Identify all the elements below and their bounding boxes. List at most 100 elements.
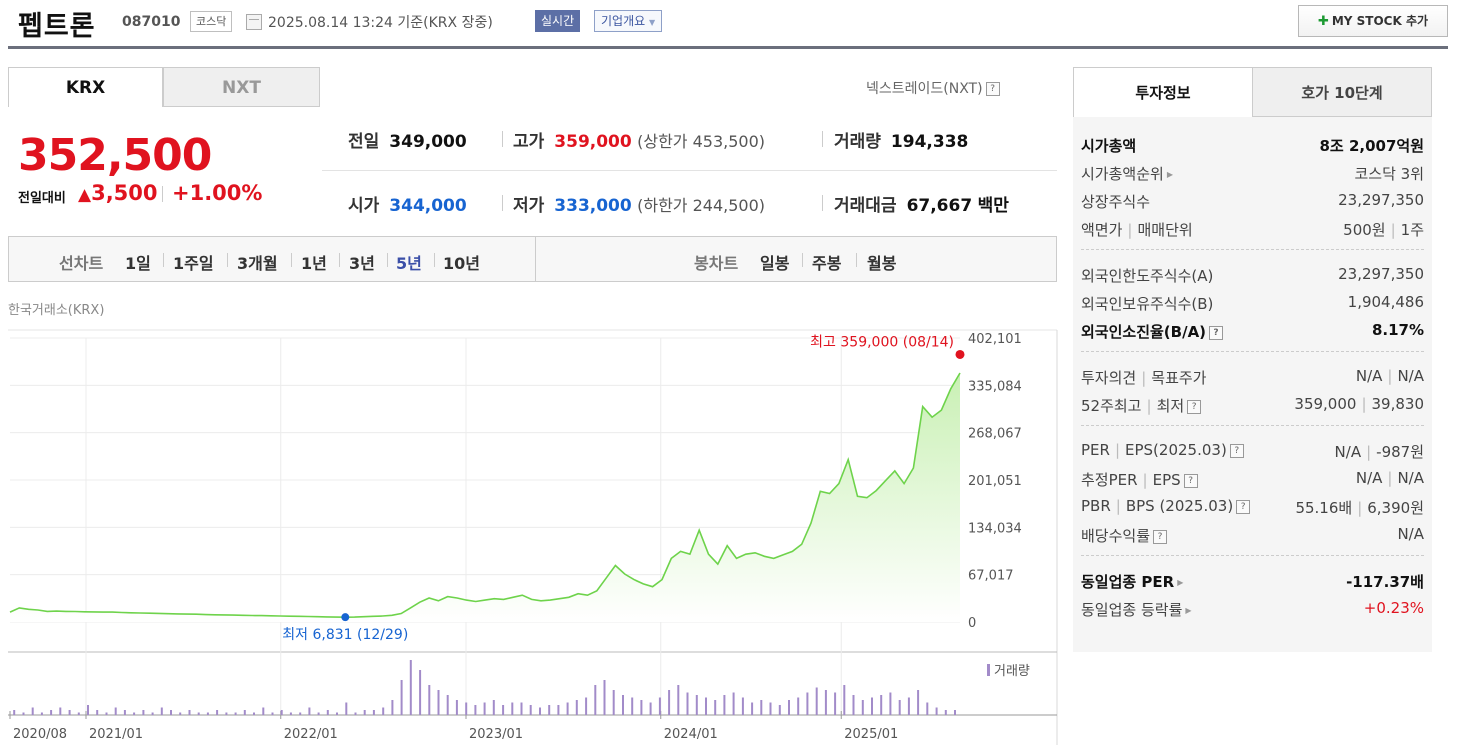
period-5y[interactable]: 5년 — [396, 254, 422, 273]
volume-bar — [732, 692, 735, 715]
tab-nxt[interactable]: NXT — [163, 67, 320, 107]
help-icon[interactable]: ? — [1153, 529, 1168, 544]
nextrade-link[interactable]: 넥스트레이드(NXT)? — [866, 78, 1000, 98]
volume-value: 194,338 — [890, 132, 969, 152]
info-label-text: 시가총액순위 — [1081, 165, 1164, 183]
volume-bar — [419, 670, 422, 715]
period-3m[interactable]: 3개월 — [237, 254, 278, 273]
info-value-text: 359,000 — [1294, 395, 1357, 413]
current-price: 352,500 — [18, 130, 212, 181]
x-tick-label: 2025/01 — [844, 727, 898, 742]
high-label: 고가 — [513, 132, 545, 152]
period-1d[interactable]: 1일 — [125, 254, 151, 273]
price-line — [9, 372, 961, 619]
summary-divider — [502, 131, 503, 147]
x-tick-label: 2023/01 — [469, 727, 523, 742]
help-icon[interactable]: ? — [1183, 473, 1198, 488]
my-stock-add-label: MY STOCK 추가 — [1331, 14, 1429, 28]
info-value-text: 23,297,350 — [1338, 265, 1424, 283]
volume-bar — [594, 685, 597, 715]
info-row: PBR | BPS (2025.03)? 55.16배 | 6,390원 — [1081, 497, 1424, 521]
help-icon[interactable]: ? — [985, 82, 1000, 96]
period-3y[interactable]: 3년 — [349, 254, 375, 273]
candle-divider — [802, 253, 803, 267]
volume-bar — [474, 705, 477, 715]
y-tick-label: 335,084 — [968, 379, 1022, 394]
chart-annotations: 최고 359,000 (08/14) 최저 6,831 (12/29) — [282, 334, 965, 643]
help-icon[interactable]: ? — [1236, 499, 1251, 514]
company-info-dropdown[interactable]: 기업개요 ▼ — [594, 10, 663, 32]
volume-bar — [87, 705, 89, 715]
volume-bar — [13, 710, 16, 715]
info-label: 상장주식수 — [1081, 191, 1150, 212]
period-1w[interactable]: 1주일 — [173, 254, 214, 273]
period-1y[interactable]: 1년 — [301, 254, 327, 273]
volume-bar — [271, 712, 274, 715]
low-label: 저가 — [513, 196, 545, 216]
volume-bar — [170, 710, 172, 715]
volume-bar — [372, 710, 375, 715]
volume-bar — [723, 695, 726, 715]
help-icon[interactable]: ? — [1209, 325, 1224, 340]
volume-bar — [502, 705, 505, 715]
volume-bar — [317, 712, 320, 715]
value-divider: | — [1387, 469, 1393, 487]
info-label-text: 외국인소진율(B/A) — [1081, 323, 1207, 341]
volume-bar — [206, 712, 209, 715]
volume-bar — [603, 680, 606, 715]
tab-krx[interactable]: KRX — [8, 67, 163, 107]
help-icon[interactable]: ? — [1187, 399, 1202, 414]
candle-weekly[interactable]: 주봉 — [812, 254, 842, 273]
prev-close-label: 전일 — [348, 132, 380, 152]
volume-bar — [68, 710, 71, 715]
volume-bar — [926, 702, 929, 715]
candle-daily[interactable]: 일봉 — [760, 254, 790, 273]
period-10y[interactable]: 10년 — [443, 254, 480, 273]
price-chart[interactable]: 402,101 335,084 268,067 201,051 134,034 67,01… — [0, 325, 1060, 745]
volume-bar — [778, 705, 781, 715]
summary-divider — [822, 131, 823, 147]
max-annotation: 최고 359,000 (08/14) — [810, 334, 954, 350]
volume-bar — [760, 700, 763, 715]
candle-monthly[interactable]: 월봉 — [867, 254, 897, 273]
volume-bar — [788, 700, 790, 715]
volume-bar — [382, 707, 385, 715]
volume-bar — [197, 712, 200, 715]
volume-bar — [834, 692, 837, 715]
info-label-text: 최저 — [1156, 397, 1185, 415]
my-stock-add-button[interactable]: ✚ MY STOCK 추가 — [1298, 5, 1448, 37]
volume-bar — [668, 690, 671, 715]
volume-bar — [917, 690, 920, 715]
volume-bar — [243, 710, 246, 715]
info-label-text: PBR — [1081, 497, 1111, 515]
volume-bar — [640, 700, 643, 715]
change-label: 전일대비 — [18, 191, 66, 206]
info-row: 투자의견 | 목표주가 N/A | N/A — [1081, 367, 1424, 391]
info-row: 추정PER | EPS? N/A | N/A — [1081, 469, 1424, 493]
volume-bar — [622, 695, 624, 715]
info-value-text: 8.17% — [1371, 321, 1424, 339]
turnover-unit: 백만 — [977, 196, 1009, 216]
volume-bar — [529, 705, 532, 715]
info-value-text: 6,390원 — [1367, 499, 1424, 517]
info-label-text: 52주최고 — [1081, 397, 1142, 415]
volume-bar — [216, 710, 219, 715]
upper-limit: (상한가 453,500) — [637, 132, 766, 151]
volume-bar — [179, 712, 182, 715]
stock-code: 087010 — [122, 14, 181, 30]
tab-investment-info[interactable]: 투자정보 — [1073, 67, 1253, 117]
info-label-text: 동일업종 등락률 — [1081, 601, 1183, 619]
info-value: N/A | N/A — [1356, 367, 1424, 385]
label-divider: | — [1115, 497, 1121, 515]
info-label: PBR | BPS (2025.03)? — [1081, 497, 1251, 515]
info-value: -117.37배 — [1346, 571, 1424, 592]
info-value-text: 코스닥 3위 — [1354, 165, 1424, 183]
volume-bar — [77, 712, 80, 715]
tab-order-book[interactable]: 호가 10단계 — [1252, 67, 1432, 117]
volume-bar — [59, 707, 62, 715]
help-icon[interactable]: ? — [1229, 443, 1244, 458]
max-marker — [955, 349, 965, 359]
volume-bar — [446, 695, 449, 715]
realtime-button[interactable]: 실시간 — [535, 10, 581, 32]
info-label: 투자의견 | 목표주가 — [1081, 367, 1206, 388]
